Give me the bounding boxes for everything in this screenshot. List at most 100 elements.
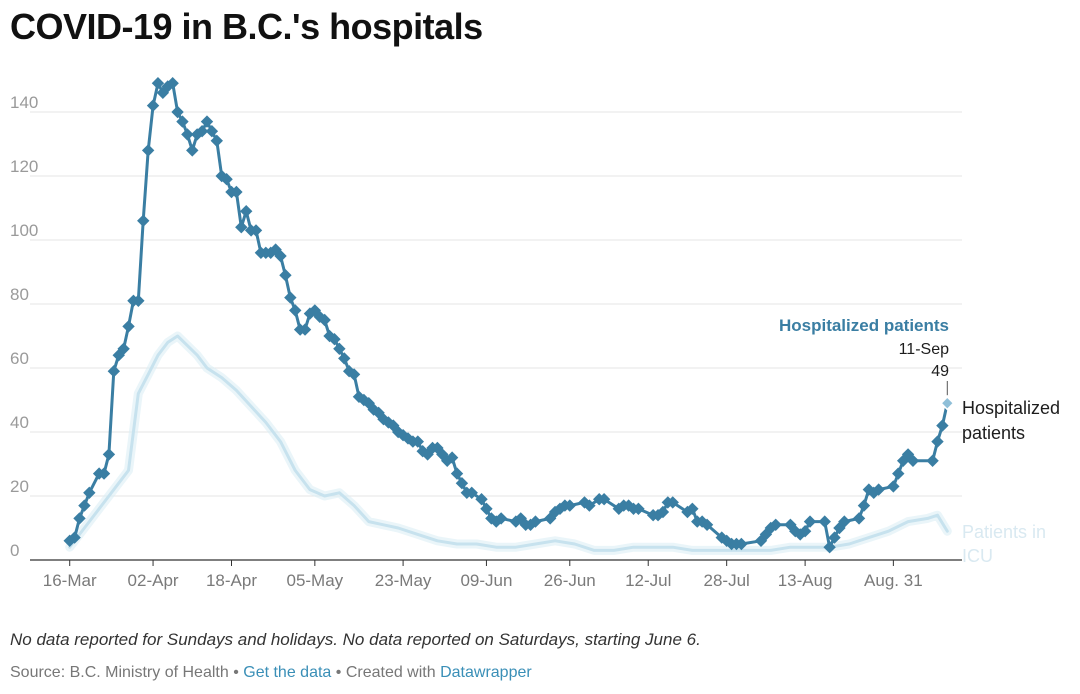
hospitalized-point	[666, 496, 679, 509]
hospitalized-point	[132, 294, 145, 307]
hospitalized-point	[137, 214, 150, 227]
hospitalized-point	[455, 477, 469, 490]
y-tick-label: 40	[10, 413, 29, 432]
hospitalized-point	[769, 518, 782, 531]
hospitalized-point	[333, 342, 346, 355]
x-tick-label: 18-Apr	[206, 571, 257, 590]
hospitalized-point	[828, 531, 841, 544]
hospitalized-point	[931, 435, 944, 448]
hospitalized-point	[200, 115, 214, 128]
datawrapper-link[interactable]: Datawrapper	[440, 664, 532, 681]
hospitalized-point	[892, 467, 905, 480]
hospitalized-point	[235, 221, 248, 234]
hospitalized-point	[249, 224, 263, 237]
icu-label-line2: ICU	[962, 546, 993, 566]
hospitalized-point	[887, 480, 900, 493]
hospitalized-point	[102, 448, 116, 461]
y-axis-ticks: 0 20 40 60 80 100 120 140	[10, 93, 38, 560]
annotation-value: 49	[931, 363, 949, 380]
hospitalized-point	[107, 365, 121, 378]
hospitalized-point	[195, 125, 209, 138]
hospitalized-point	[754, 534, 768, 547]
gridlines	[30, 111, 962, 561]
hospitalized-point	[524, 518, 537, 531]
icu-line	[68, 334, 949, 552]
hospitalized-point	[141, 144, 155, 157]
last-value-annotation: Hospitalized patients 11-Sep 49	[779, 316, 950, 396]
hospitalized-point	[176, 115, 189, 128]
hospitalized-point	[695, 515, 709, 528]
hospitalized-point	[318, 313, 331, 327]
x-tick-label: 02-Apr	[128, 571, 179, 590]
hospitalized-point	[220, 173, 233, 186]
hospitalized-point	[529, 515, 542, 528]
icu-series	[65, 331, 952, 555]
separator: •	[331, 664, 346, 681]
chart-title: COVID-19 in B.C.'s hospitals	[10, 6, 483, 47]
hospitalized-point	[686, 502, 699, 515]
x-tick-label: 09-Jun	[460, 571, 512, 590]
x-tick-label: 26-Jun	[544, 571, 596, 590]
annotation-series-name: Hospitalized patients	[779, 316, 949, 335]
hospitalized-point	[230, 185, 243, 199]
hospitalized-point	[509, 515, 523, 528]
hospitalized-point	[852, 512, 866, 525]
hospitalized-point	[578, 496, 591, 509]
x-tick-label: 12-Jul	[625, 571, 671, 590]
hospitalized-point	[583, 499, 596, 512]
hospitalized-point	[612, 502, 626, 515]
hospitalized-point	[818, 515, 831, 528]
hospitalized-point	[838, 515, 851, 528]
hospitalized-point	[597, 493, 611, 506]
hospitalized-point	[338, 352, 351, 365]
hospitalized-point	[205, 125, 219, 138]
hospitalized-point	[347, 368, 361, 381]
hospitalized-label-line2: patients	[962, 423, 1025, 443]
hospitalized-point	[514, 512, 527, 525]
hospitalized-series	[63, 77, 955, 554]
x-tick-label: 16-Mar	[43, 571, 97, 590]
y-tick-label: 120	[10, 157, 38, 176]
x-tick-label: 13-Aug	[778, 571, 833, 590]
y-tick-label: 100	[10, 221, 38, 240]
annotation-date: 11-Sep	[899, 341, 950, 358]
source-text: Source: B.C. Ministry of Health	[10, 664, 229, 681]
hospitalized-point	[274, 249, 287, 263]
hospitalized-point	[906, 454, 920, 467]
separator: •	[228, 664, 244, 681]
x-axis-ticks: 16-Mar 02-Apr 18-Apr 05-May 23-May 09-Jun 26-J…	[43, 560, 923, 590]
y-tick-label: 20	[10, 477, 29, 496]
icu-label-line1: Patients in	[962, 522, 1046, 542]
hospitalized-point	[289, 304, 302, 317]
hospitalized-point	[63, 534, 76, 547]
hospitalized-point	[215, 169, 228, 183]
hospitalized-point	[78, 499, 91, 512]
line-chart: 0 20 40 60 80 100 120 140 16-Mar 02-Apr 18-Apr 05-…	[10, 77, 1060, 590]
hospitalized-point	[411, 435, 424, 448]
hospitalized-point	[700, 518, 714, 531]
hospitalized-label-line1: Hospitalized	[962, 398, 1060, 418]
series-end-labels: Hospitalized patients Patients in ICU	[962, 398, 1060, 566]
hospitalized-point	[210, 134, 223, 147]
hospitalized-point	[940, 395, 955, 411]
hospitalized-point	[166, 77, 179, 90]
hospitalized-point	[97, 467, 111, 480]
hospitalized-point	[857, 499, 871, 512]
get-data-link[interactable]: Get the data	[243, 664, 332, 681]
hospitalized-point	[284, 291, 297, 304]
hospitalized-point	[445, 451, 459, 464]
hospitalized-point	[181, 128, 194, 141]
hospitalized-point	[328, 333, 341, 346]
y-tick-label: 0	[10, 541, 19, 560]
hospitalized-point	[896, 454, 910, 467]
hospitalized-point	[465, 486, 478, 499]
hospitalized-point	[798, 525, 812, 538]
hospitalized-point	[803, 515, 817, 528]
hospitalized-point	[73, 512, 86, 525]
hospitalized-point	[117, 342, 130, 355]
hospitalized-point	[936, 419, 949, 432]
hospitalized-point	[68, 531, 81, 544]
created-with-text: Created with	[345, 664, 436, 681]
hospitalized-point	[651, 509, 665, 522]
chart-notes: No data reported for Sundays and holiday…	[10, 630, 701, 649]
